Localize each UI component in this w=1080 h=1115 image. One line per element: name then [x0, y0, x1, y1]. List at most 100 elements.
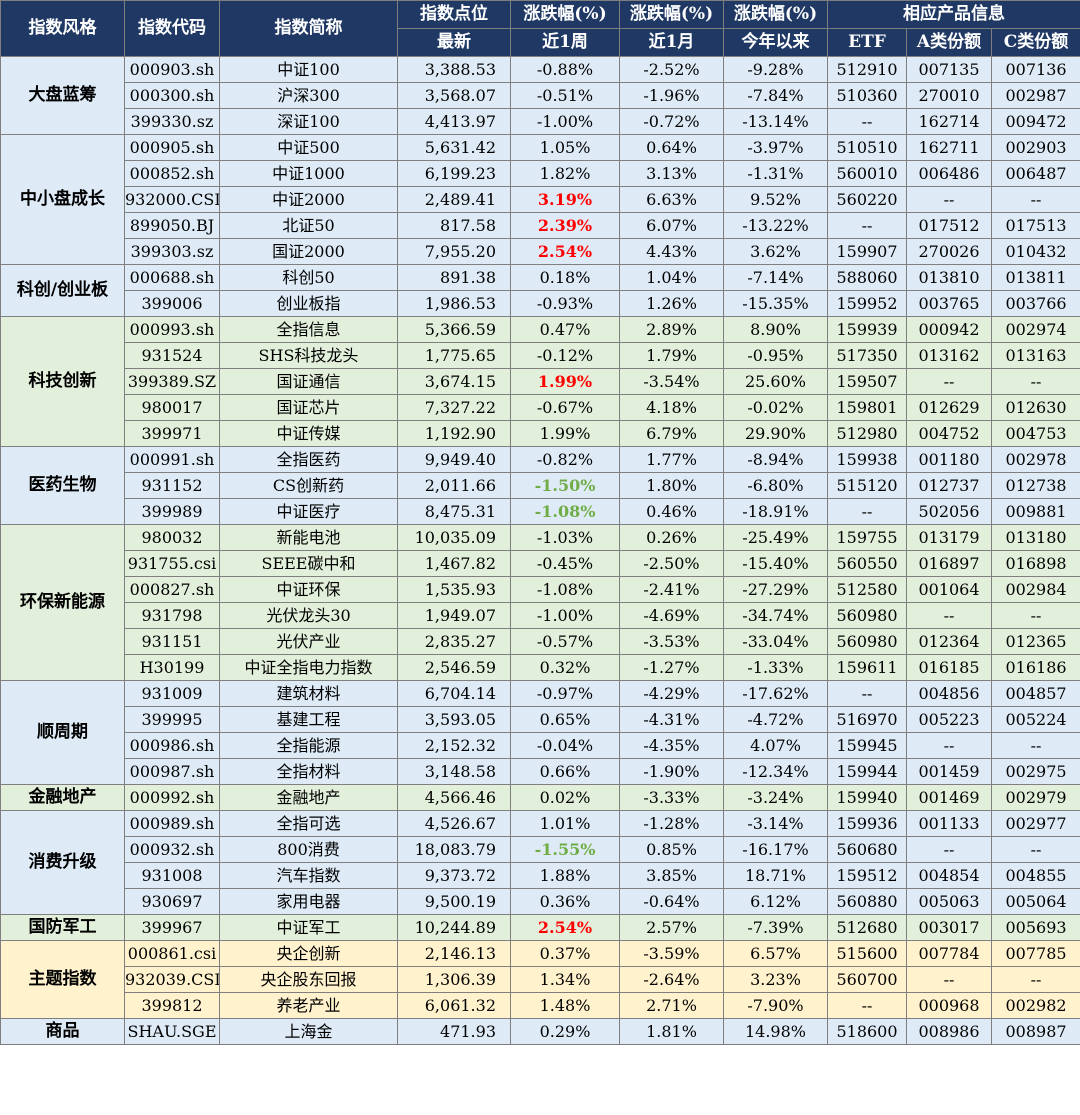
- c-share-code-cell: 003766: [990, 290, 1080, 317]
- table-row: 399989 中证医疗 8,475.31 -1.08% 0.46% -18.91% -- 50…: [0, 498, 1080, 525]
- table-row: 399330.sz 深证100 4,413.97 -1.00% -0.72% -13.14…: [0, 108, 1080, 135]
- index-point-cell: 10,244.89: [397, 914, 511, 941]
- index-code-cell: 931798: [124, 602, 220, 629]
- etf-code-cell: 159512: [827, 862, 907, 889]
- c-share-code-cell: 007785: [990, 940, 1080, 967]
- index-code-cell: 399303.sz: [124, 238, 220, 265]
- subheader-c-share: C类份额: [990, 28, 1080, 57]
- etf-code-cell: 512680: [827, 914, 907, 941]
- change-ytd-cell: 4.07%: [723, 732, 828, 759]
- change-month-cell: -4.31%: [619, 706, 724, 733]
- etf-code-cell: 510360: [827, 82, 907, 109]
- index-code-cell: 931755.csi: [124, 550, 220, 577]
- change-week-cell: 0.37%: [510, 940, 620, 967]
- index-point-cell: 1,949.07: [397, 602, 511, 629]
- change-week-cell: 0.47%: [510, 316, 620, 343]
- c-share-code-cell: --: [990, 732, 1080, 759]
- a-share-code-cell: 004752: [906, 420, 992, 447]
- a-share-code-cell: 013179: [906, 524, 992, 551]
- change-week-cell: 1.34%: [510, 966, 620, 993]
- subheader-week: 近1周: [510, 28, 620, 57]
- header-product-info: 相应产品信息: [826, 0, 1080, 29]
- change-month-cell: -4.29%: [619, 680, 724, 707]
- index-code-cell: 931152: [124, 472, 220, 499]
- a-share-code-cell: 012629: [906, 394, 992, 421]
- index-code-cell: 000852.sh: [124, 160, 220, 187]
- table-row: 国防军工 399967 中证军工 10,244.89 2.54% 2.57% -7.39% 5…: [0, 914, 1080, 941]
- index-name-cell: 国证通信: [219, 368, 398, 395]
- index-code-cell: 399812: [124, 992, 220, 1019]
- index-point-cell: 5,366.59: [397, 316, 511, 343]
- change-month-cell: 6.07%: [619, 212, 724, 239]
- change-ytd-cell: -3.24%: [723, 784, 828, 811]
- change-month-cell: -3.33%: [619, 784, 724, 811]
- etf-code-cell: 159755: [827, 524, 907, 551]
- c-share-code-cell: 002984: [990, 576, 1080, 603]
- index-point-cell: 6,061.32: [397, 992, 511, 1019]
- style-group-cell: 消费升级: [0, 810, 125, 915]
- table-row: 顺周期 931009 建筑材料 6,704.14 -0.97% -4.29% -17.62%…: [0, 680, 1080, 785]
- change-ytd-cell: -33.04%: [723, 628, 828, 655]
- change-month-cell: 2.57%: [619, 914, 724, 941]
- table-row: 931798 光伏龙头30 1,949.07 -1.00% -4.69% -34.74% 5…: [0, 602, 1080, 629]
- change-week-cell: -1.08%: [510, 576, 620, 603]
- c-share-code-cell: 004753: [990, 420, 1080, 447]
- c-share-code-cell: 002974: [990, 316, 1080, 343]
- index-name-cell: 基建工程: [219, 706, 398, 733]
- index-code-cell: 399389.SZ: [124, 368, 220, 395]
- change-month-cell: -0.72%: [619, 108, 724, 135]
- index-code-cell: 931151: [124, 628, 220, 655]
- change-ytd-cell: 3.23%: [723, 966, 828, 993]
- etf-code-cell: 159939: [827, 316, 907, 343]
- index-code-cell: 931009: [124, 680, 220, 707]
- c-share-code-cell: 005064: [990, 888, 1080, 915]
- change-month-cell: 0.64%: [619, 134, 724, 161]
- a-share-code-cell: 005063: [906, 888, 992, 915]
- table-row: 000987.sh 全指材料 3,148.58 0.66% -1.90% -12.34% 1…: [0, 758, 1080, 785]
- index-point-cell: 471.93: [397, 1018, 511, 1045]
- etf-code-cell: 560220: [827, 186, 907, 213]
- a-share-code-cell: 003765: [906, 290, 992, 317]
- index-point-cell: 7,327.22: [397, 394, 511, 421]
- c-share-code-cell: 013163: [990, 342, 1080, 369]
- etf-code-cell: 515120: [827, 472, 907, 499]
- style-group-cell: 顺周期: [0, 680, 125, 785]
- change-ytd-cell: 3.62%: [723, 238, 828, 265]
- index-point-cell: 1,306.39: [397, 966, 511, 993]
- change-month-cell: 1.77%: [619, 446, 724, 473]
- index-point-cell: 1,192.90: [397, 420, 511, 447]
- index-name-cell: 养老产业: [219, 992, 398, 1019]
- etf-code-cell: 159936: [827, 810, 907, 837]
- change-month-cell: 6.63%: [619, 186, 724, 213]
- index-code-cell: 932000.CSI: [124, 186, 220, 213]
- change-ytd-cell: -1.31%: [723, 160, 828, 187]
- change-ytd-cell: 25.60%: [723, 368, 828, 395]
- index-name-cell: 科创50: [219, 264, 398, 291]
- a-share-code-cell: --: [906, 186, 992, 213]
- change-ytd-cell: -3.97%: [723, 134, 828, 161]
- change-month-cell: 1.26%: [619, 290, 724, 317]
- style-group-cell: 大盘蓝筹: [0, 56, 125, 135]
- index-code-cell: 932039.CSI: [124, 966, 220, 993]
- c-share-code-cell: 009881: [990, 498, 1080, 525]
- index-name-cell: 全指可选: [219, 810, 398, 837]
- change-ytd-cell: -3.14%: [723, 810, 828, 837]
- index-code-cell: 399006: [124, 290, 220, 317]
- index-name-cell: 上海金: [219, 1018, 398, 1045]
- etf-code-cell: --: [827, 108, 907, 135]
- change-week-cell: -0.04%: [510, 732, 620, 759]
- table-row: 931524 SHS科技龙头 1,775.65 -0.12% 1.79% -0.95% 51…: [0, 342, 1080, 369]
- change-month-cell: 2.71%: [619, 992, 724, 1019]
- index-name-cell: 中证军工: [219, 914, 398, 941]
- etf-code-cell: 512980: [827, 420, 907, 447]
- table-row: 399812 养老产业 6,061.32 1.48% 2.71% -7.90% -- 0009…: [0, 992, 1080, 1019]
- header-change-month: 涨跌幅(%): [619, 0, 724, 29]
- change-month-cell: -1.28%: [619, 810, 724, 837]
- index-code-cell: 399971: [124, 420, 220, 447]
- change-ytd-cell: 6.57%: [723, 940, 828, 967]
- table-row: 930697 家用电器 9,500.19 0.36% -0.64% 6.12% 560880…: [0, 888, 1080, 915]
- etf-code-cell: 560880: [827, 888, 907, 915]
- etf-code-cell: --: [827, 992, 907, 1019]
- change-month-cell: -2.52%: [619, 56, 724, 83]
- index-point-cell: 9,500.19: [397, 888, 511, 915]
